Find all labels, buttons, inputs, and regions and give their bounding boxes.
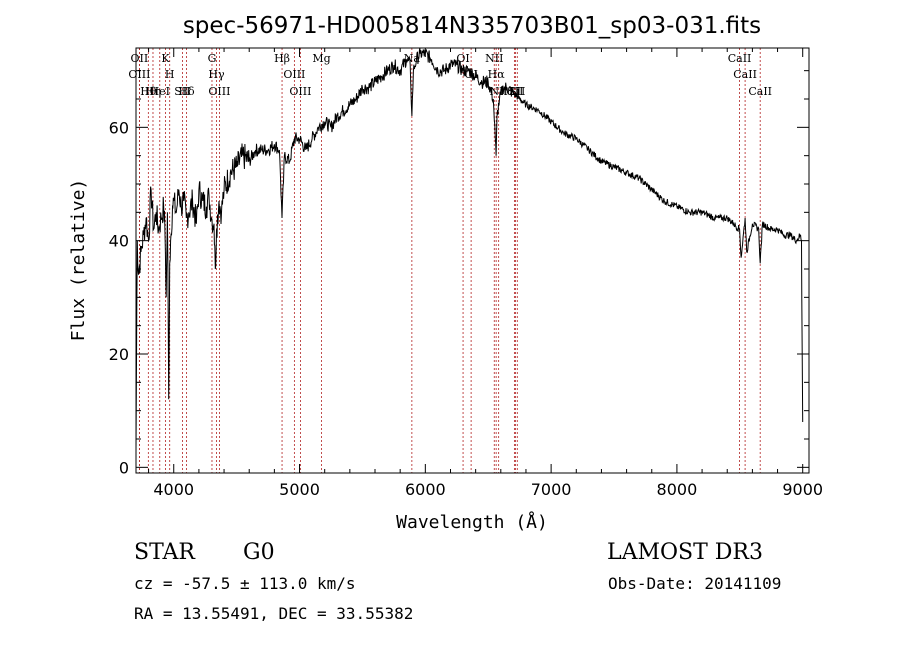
spectral-line-label: OII [131,52,149,65]
coordinates: RA = 13.55491, DEC = 33.55382 [134,604,414,623]
spectral-line-label: K [161,52,170,65]
spectral-line-label: Li [509,85,520,98]
spectral-line-label: SII [509,85,525,98]
spectral-line-label: Hγ [208,68,225,81]
y-axis-label: Flux (relative) [68,179,89,342]
observation-date: Obs-Date: 20141109 [608,574,782,593]
x-tick-label: 5000 [279,480,320,499]
spectral-line-label: SII [174,85,190,98]
spectral-line-label: OIII [128,68,150,81]
spectral-line-label: HeI [150,85,170,98]
x-tick-label: 8000 [657,480,698,499]
spectral-line-label: Hδ [178,85,195,98]
spectral-line-label: CaII [733,68,757,81]
y-tick-label: 40 [109,232,129,251]
axis-ticks: 4000 5000 6000 7000 8000 9000 0 20 40 60 [109,48,823,499]
redshift-velocity: cz = -57.5 ± 113.0 km/s [134,574,356,593]
x-tick-label: 6000 [405,480,446,499]
object-class: STAR [134,540,195,565]
x-axis-label: Wavelength (Å) [396,511,548,533]
spectral-line-label: Mg [312,52,330,65]
spectral-line-label: Hα [488,68,506,81]
spectral-line-label: Hη [145,85,161,98]
spectral-line-label: Hθ [140,85,157,98]
spectral-line-label: Hβ [274,52,290,65]
survey-name: LAMOST DR3 [607,540,763,565]
spectral-line-label: CaII [728,52,752,65]
spectral-line-markers [138,48,761,473]
spectral-line-labels: OIIOIIIHθHηHeIKHSIIHδGHγOIIIHβOIIIOIIIMg… [128,52,772,98]
plot-frame [135,47,810,474]
x-tick-label: 9000 [782,480,823,499]
spectral-line-label: OIII [289,85,311,98]
x-tick-label: 7000 [531,480,572,499]
spectral-line-label: OIII [283,68,305,81]
spectral-line-label: OIII [208,85,230,98]
y-tick-label: 60 [109,118,129,137]
flux-series-line [135,47,804,451]
spectral-line-label: NII [485,52,503,65]
chart-title: spec-56971-HD005814N335703B01_sp03-031.f… [183,13,761,39]
spectral-subclass: G0 [243,540,275,565]
spectral-line-label: CaII [748,85,772,98]
spectral-line-label: G [208,52,217,65]
x-tick-label: 4000 [153,480,194,499]
y-tick-label: 0 [119,458,129,477]
y-tick-label: 20 [109,345,129,364]
spectral-line-label: H [165,68,175,81]
spectral-line-label: OI [456,52,469,65]
